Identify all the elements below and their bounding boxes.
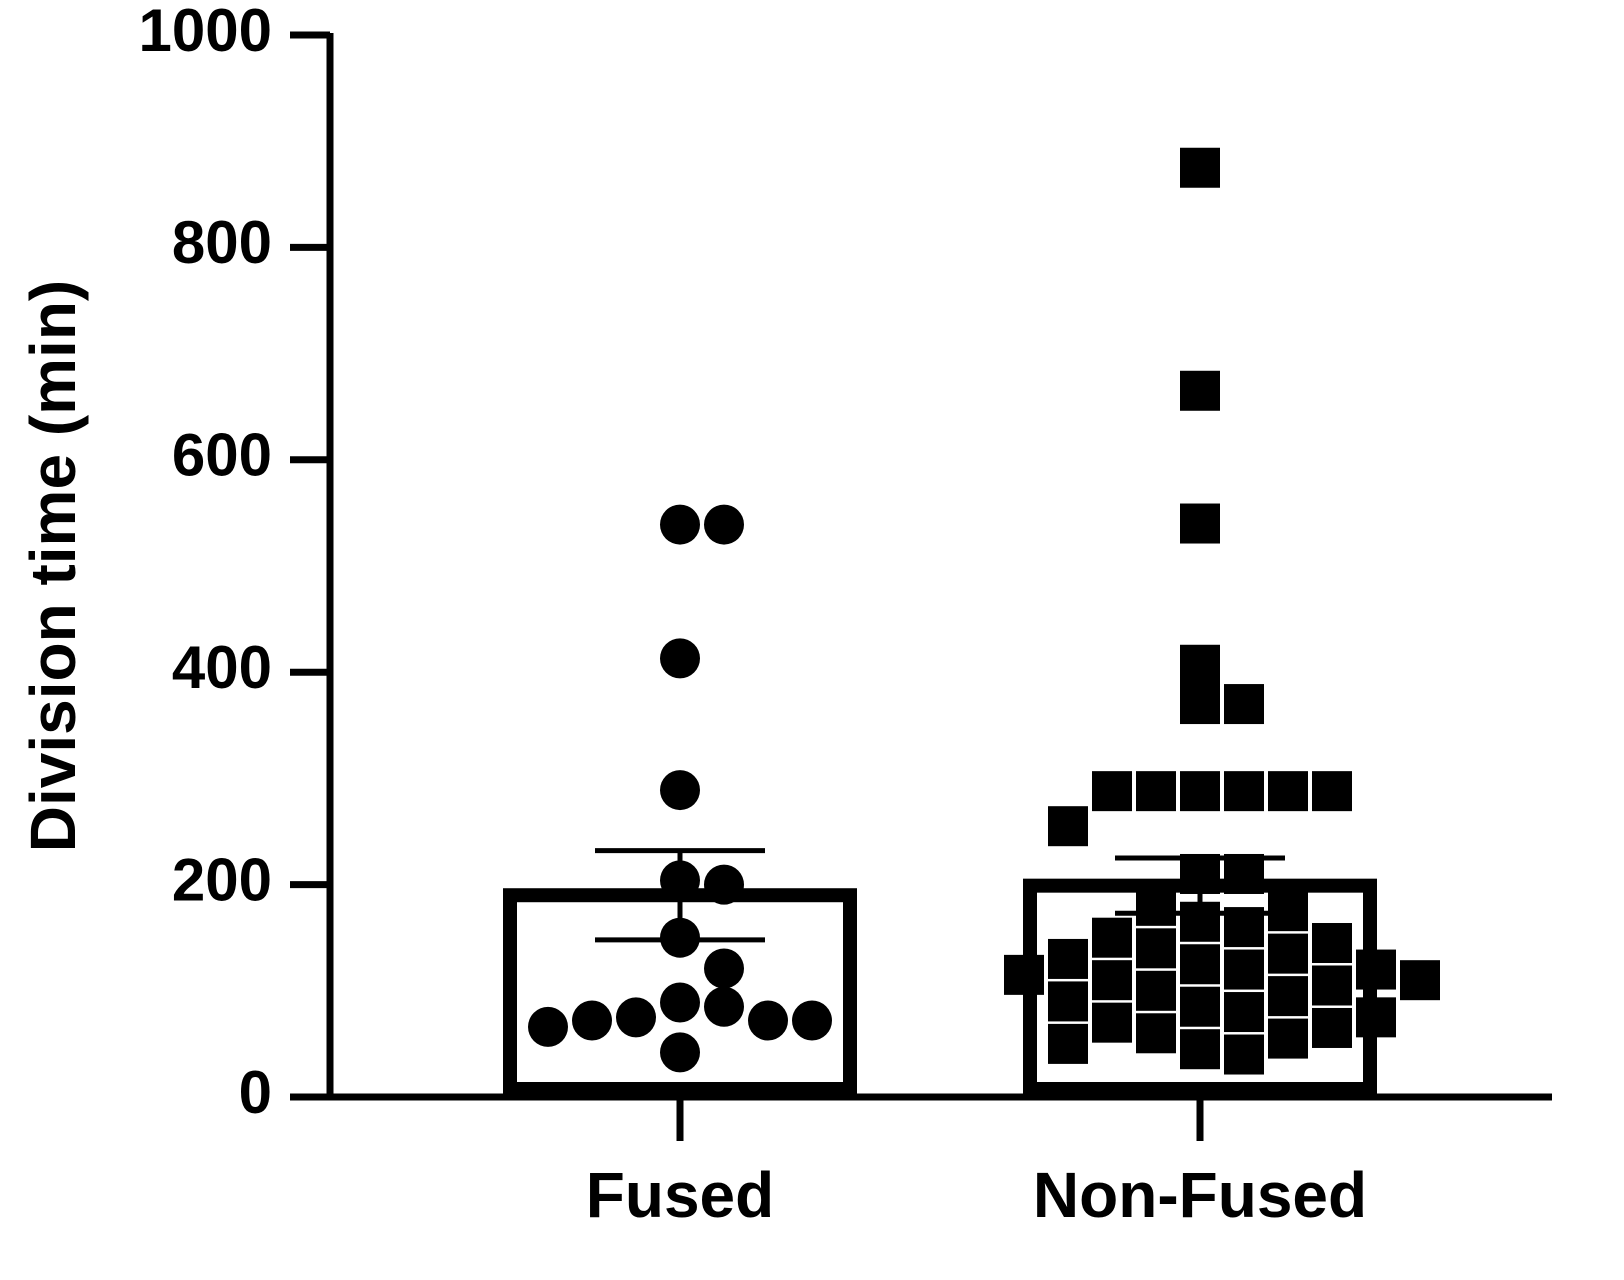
data-point xyxy=(1224,771,1264,812)
data-point xyxy=(660,504,700,545)
data-point xyxy=(704,864,744,905)
data-point xyxy=(572,1000,612,1041)
error-bar xyxy=(1115,855,1285,916)
data-point xyxy=(1268,771,1308,812)
data-point xyxy=(1268,933,1308,974)
data-point xyxy=(660,982,700,1023)
data-point xyxy=(1312,923,1352,964)
data-point xyxy=(1180,771,1220,812)
data-point xyxy=(748,1000,788,1041)
data-point xyxy=(660,638,700,679)
data-point xyxy=(1180,1029,1220,1070)
y-tick-label: 800 xyxy=(172,209,272,276)
data-point xyxy=(1224,949,1264,990)
data-point xyxy=(1004,954,1044,995)
data-point xyxy=(1136,771,1176,812)
data-point xyxy=(792,1000,832,1041)
data-point xyxy=(1048,981,1088,1022)
data-point xyxy=(1092,960,1132,1001)
data-point xyxy=(1092,1002,1132,1043)
data-point xyxy=(1268,976,1308,1017)
data-point xyxy=(660,1032,700,1073)
y-tick-label: 1000 xyxy=(139,0,272,64)
y-tick-label: 200 xyxy=(172,846,272,913)
data-point xyxy=(704,948,744,989)
data-point xyxy=(1136,970,1176,1011)
data-point xyxy=(1048,938,1088,979)
data-point xyxy=(1400,960,1440,1001)
data-point xyxy=(1136,1013,1176,1054)
data-point xyxy=(616,997,656,1038)
data-point xyxy=(1312,771,1352,812)
error-bar xyxy=(595,848,765,943)
data-point xyxy=(1180,370,1220,411)
data-point xyxy=(1180,147,1220,188)
data-point xyxy=(1048,806,1088,847)
y-tick-label: 400 xyxy=(172,634,272,701)
data-point xyxy=(1224,992,1264,1033)
y-axis-label: Division time (min) xyxy=(17,280,89,853)
data-point xyxy=(1356,949,1396,990)
data-point xyxy=(1048,1023,1088,1064)
data-point xyxy=(1356,997,1396,1038)
y-tick-label: 0 xyxy=(239,1059,272,1126)
data-point xyxy=(1224,1034,1264,1075)
data-point xyxy=(1136,928,1176,969)
data-point xyxy=(1224,853,1264,894)
data-point xyxy=(1136,885,1176,926)
data-point xyxy=(660,770,700,811)
data-point xyxy=(1180,944,1220,985)
data-point xyxy=(704,504,744,545)
x-tick-label: Fused xyxy=(586,1159,774,1231)
data-point xyxy=(1092,771,1132,812)
data-point xyxy=(1312,965,1352,1006)
data-point xyxy=(1180,644,1220,685)
data-point xyxy=(1180,684,1220,725)
data-point xyxy=(1092,917,1132,958)
data-point xyxy=(1312,1007,1352,1048)
y-tick-label: 600 xyxy=(172,422,272,489)
data-point xyxy=(1180,986,1220,1027)
data-point xyxy=(528,1006,568,1047)
x-tick-label: Non-Fused xyxy=(1033,1159,1367,1231)
data-point xyxy=(1224,684,1264,725)
data-point xyxy=(1268,1018,1308,1059)
data-point xyxy=(1180,503,1220,544)
data-point xyxy=(704,986,744,1027)
